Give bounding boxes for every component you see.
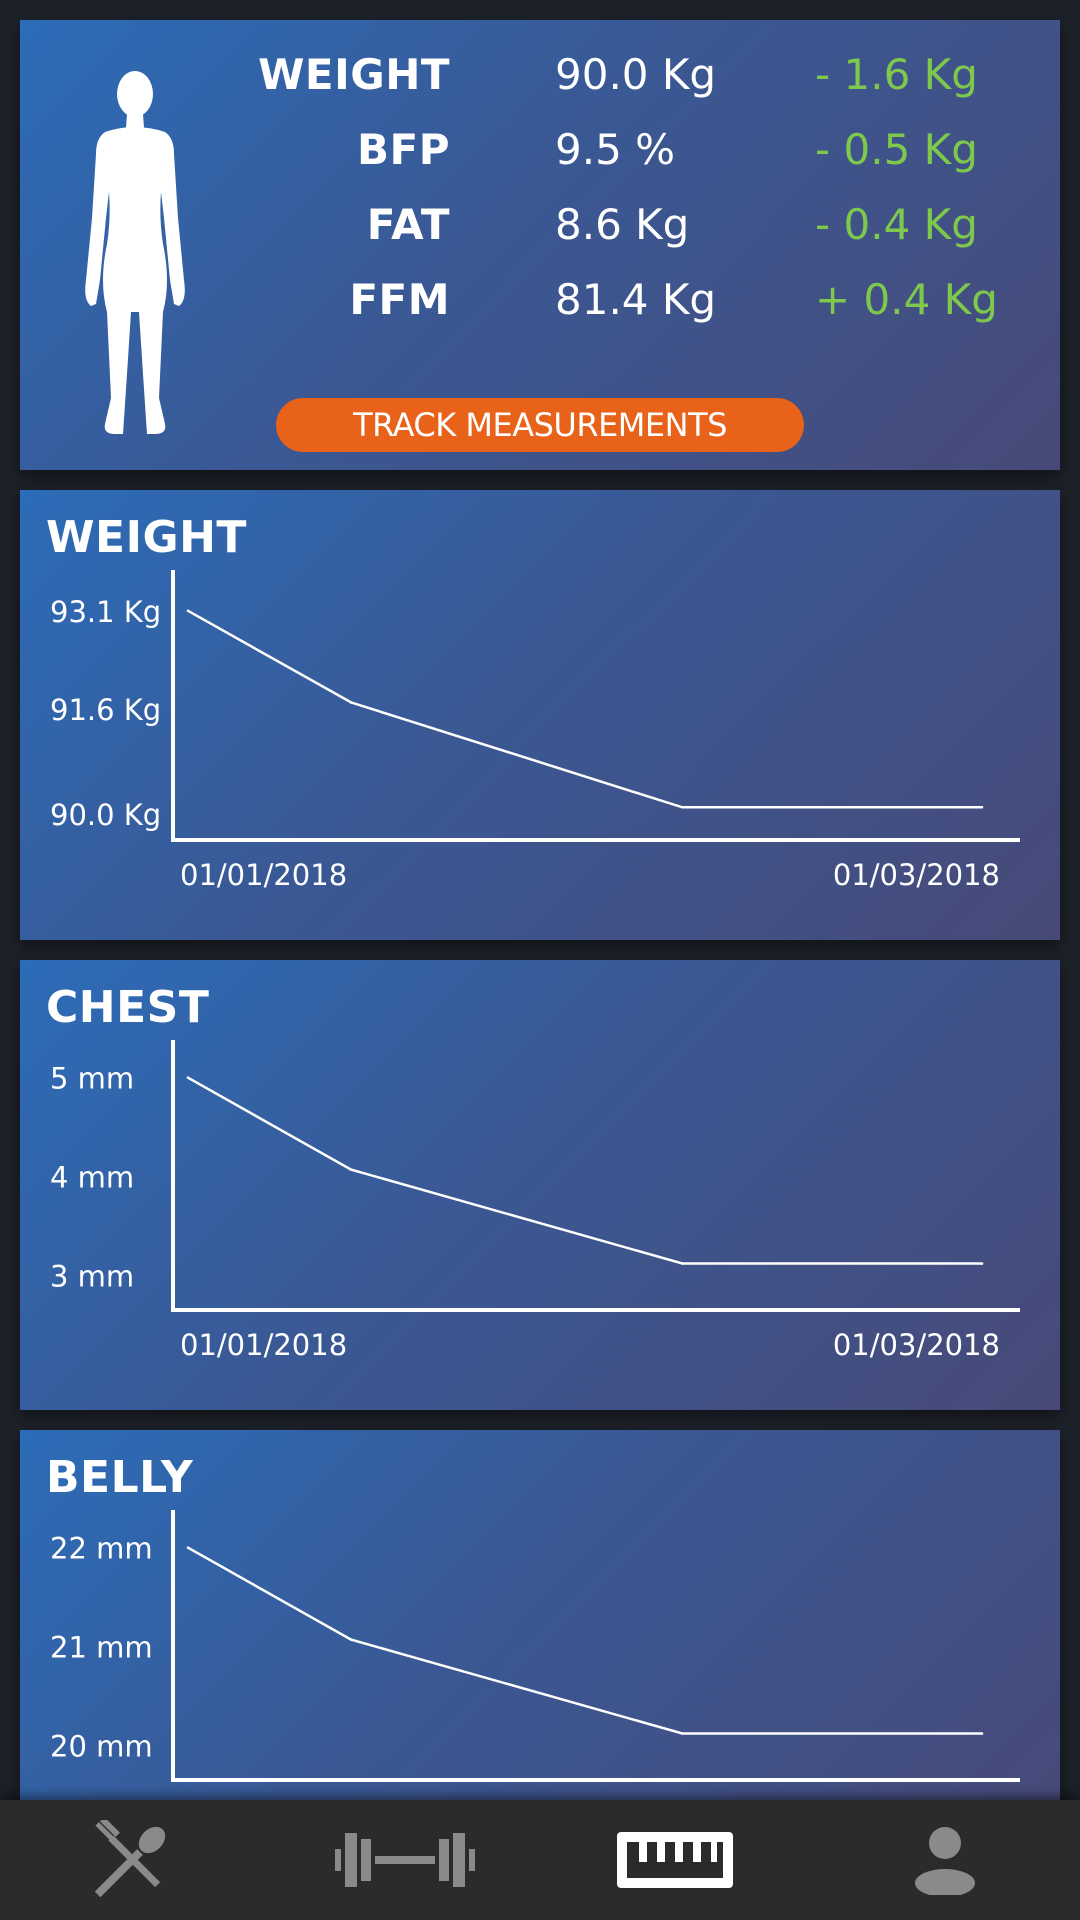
stat-name-bfp: BFP <box>357 125 450 174</box>
data-point <box>980 1262 984 1265</box>
profile-icon <box>915 1827 975 1895</box>
chart-title: WEIGHT <box>46 512 247 563</box>
x-tick-label: 01/03/2018 <box>833 1328 1000 1362</box>
data-point <box>186 1546 190 1549</box>
data-point <box>349 1638 353 1641</box>
measuring-tape-icon <box>617 1832 733 1888</box>
y-tick-label: 3 mm <box>50 1259 134 1293</box>
stat-value-weight: 90.0 Kg <box>555 50 717 99</box>
data-point <box>681 805 684 809</box>
dumbbell-icon <box>335 1833 475 1887</box>
stat-delta-weight: - 1.6 Kg <box>815 50 978 99</box>
track-measurements-button[interactable]: TRACK MEASUREMENTS <box>276 398 804 452</box>
y-tick-label: 93.1 Kg <box>50 595 161 629</box>
y-tick-label: 21 mm <box>50 1631 153 1665</box>
nav-item-measurements[interactable] <box>540 1800 810 1920</box>
y-tick-label: 90.0 Kg <box>50 798 161 832</box>
data-point <box>980 1732 984 1735</box>
female-silhouette-icon <box>85 71 185 434</box>
chest-chart-card: CHEST 5 mm 4 mm 3 mm 01/01/2018 01/03/2018 <box>20 960 1060 1410</box>
data-point <box>186 609 190 613</box>
data-line <box>187 609 982 809</box>
y-tick-label: 4 mm <box>50 1161 134 1195</box>
data-point <box>980 805 984 809</box>
stat-delta-ffm: + 0.4 Kg <box>815 275 998 324</box>
data-point <box>681 1732 684 1735</box>
stat-name-weight: WEIGHT <box>258 50 450 99</box>
chart-title: CHEST <box>46 982 210 1033</box>
y-tick-label: 20 mm <box>50 1729 153 1763</box>
data-line <box>187 1546 982 1735</box>
stat-name-ffm: FFM <box>349 275 450 324</box>
data-point <box>349 701 353 704</box>
y-tick-label: 91.6 Kg <box>50 693 161 727</box>
data-point <box>681 1262 684 1265</box>
nav-item-profile[interactable] <box>810 1800 1080 1920</box>
belly-chart: 22 mm 21 mm 20 mm <box>50 1510 1020 1782</box>
data-point <box>186 1076 190 1079</box>
stat-value-fat: 8.6 Kg <box>555 200 690 249</box>
nav-item-nutrition[interactable] <box>0 1800 270 1920</box>
chart-title: BELLY <box>46 1452 194 1503</box>
x-tick-label: 01/01/2018 <box>180 858 347 892</box>
y-tick-label: 22 mm <box>50 1532 153 1566</box>
stat-delta-bfp: - 0.5 Kg <box>815 125 978 174</box>
nav-item-workout[interactable] <box>270 1800 540 1920</box>
data-line <box>187 1076 982 1265</box>
data-point <box>349 1168 353 1171</box>
weight-chart-card: WEIGHT 93.1 Kg 91.6 Kg 90.0 Kg 01/01/2018 01… <box>20 490 1060 940</box>
weight-chart: 93.1 Kg 91.6 Kg 90.0 Kg 01/01/2018 01/03/201… <box>50 570 1020 892</box>
belly-chart-card: BELLY 22 mm 21 mm 20 mm <box>20 1430 1060 1830</box>
fork-spoon-icon <box>95 1820 166 1898</box>
stat-value-bfp: 9.5 % <box>555 125 676 174</box>
x-tick-label: 01/03/2018 <box>833 858 1000 892</box>
x-tick-label: 01/01/2018 <box>180 1328 347 1362</box>
y-tick-label: 5 mm <box>50 1062 134 1096</box>
summary-card: WEIGHT 90.0 Kg - 1.6 Kg BFP 9.5 % - 0.5 … <box>20 20 1060 470</box>
stat-value-ffm: 81.4 Kg <box>555 275 717 324</box>
stat-name-fat: FAT <box>366 200 450 249</box>
bottom-navigation <box>0 1800 1080 1920</box>
stat-delta-fat: - 0.4 Kg <box>815 200 978 249</box>
chest-chart: 5 mm 4 mm 3 mm 01/01/2018 01/03/2018 <box>50 1040 1020 1362</box>
